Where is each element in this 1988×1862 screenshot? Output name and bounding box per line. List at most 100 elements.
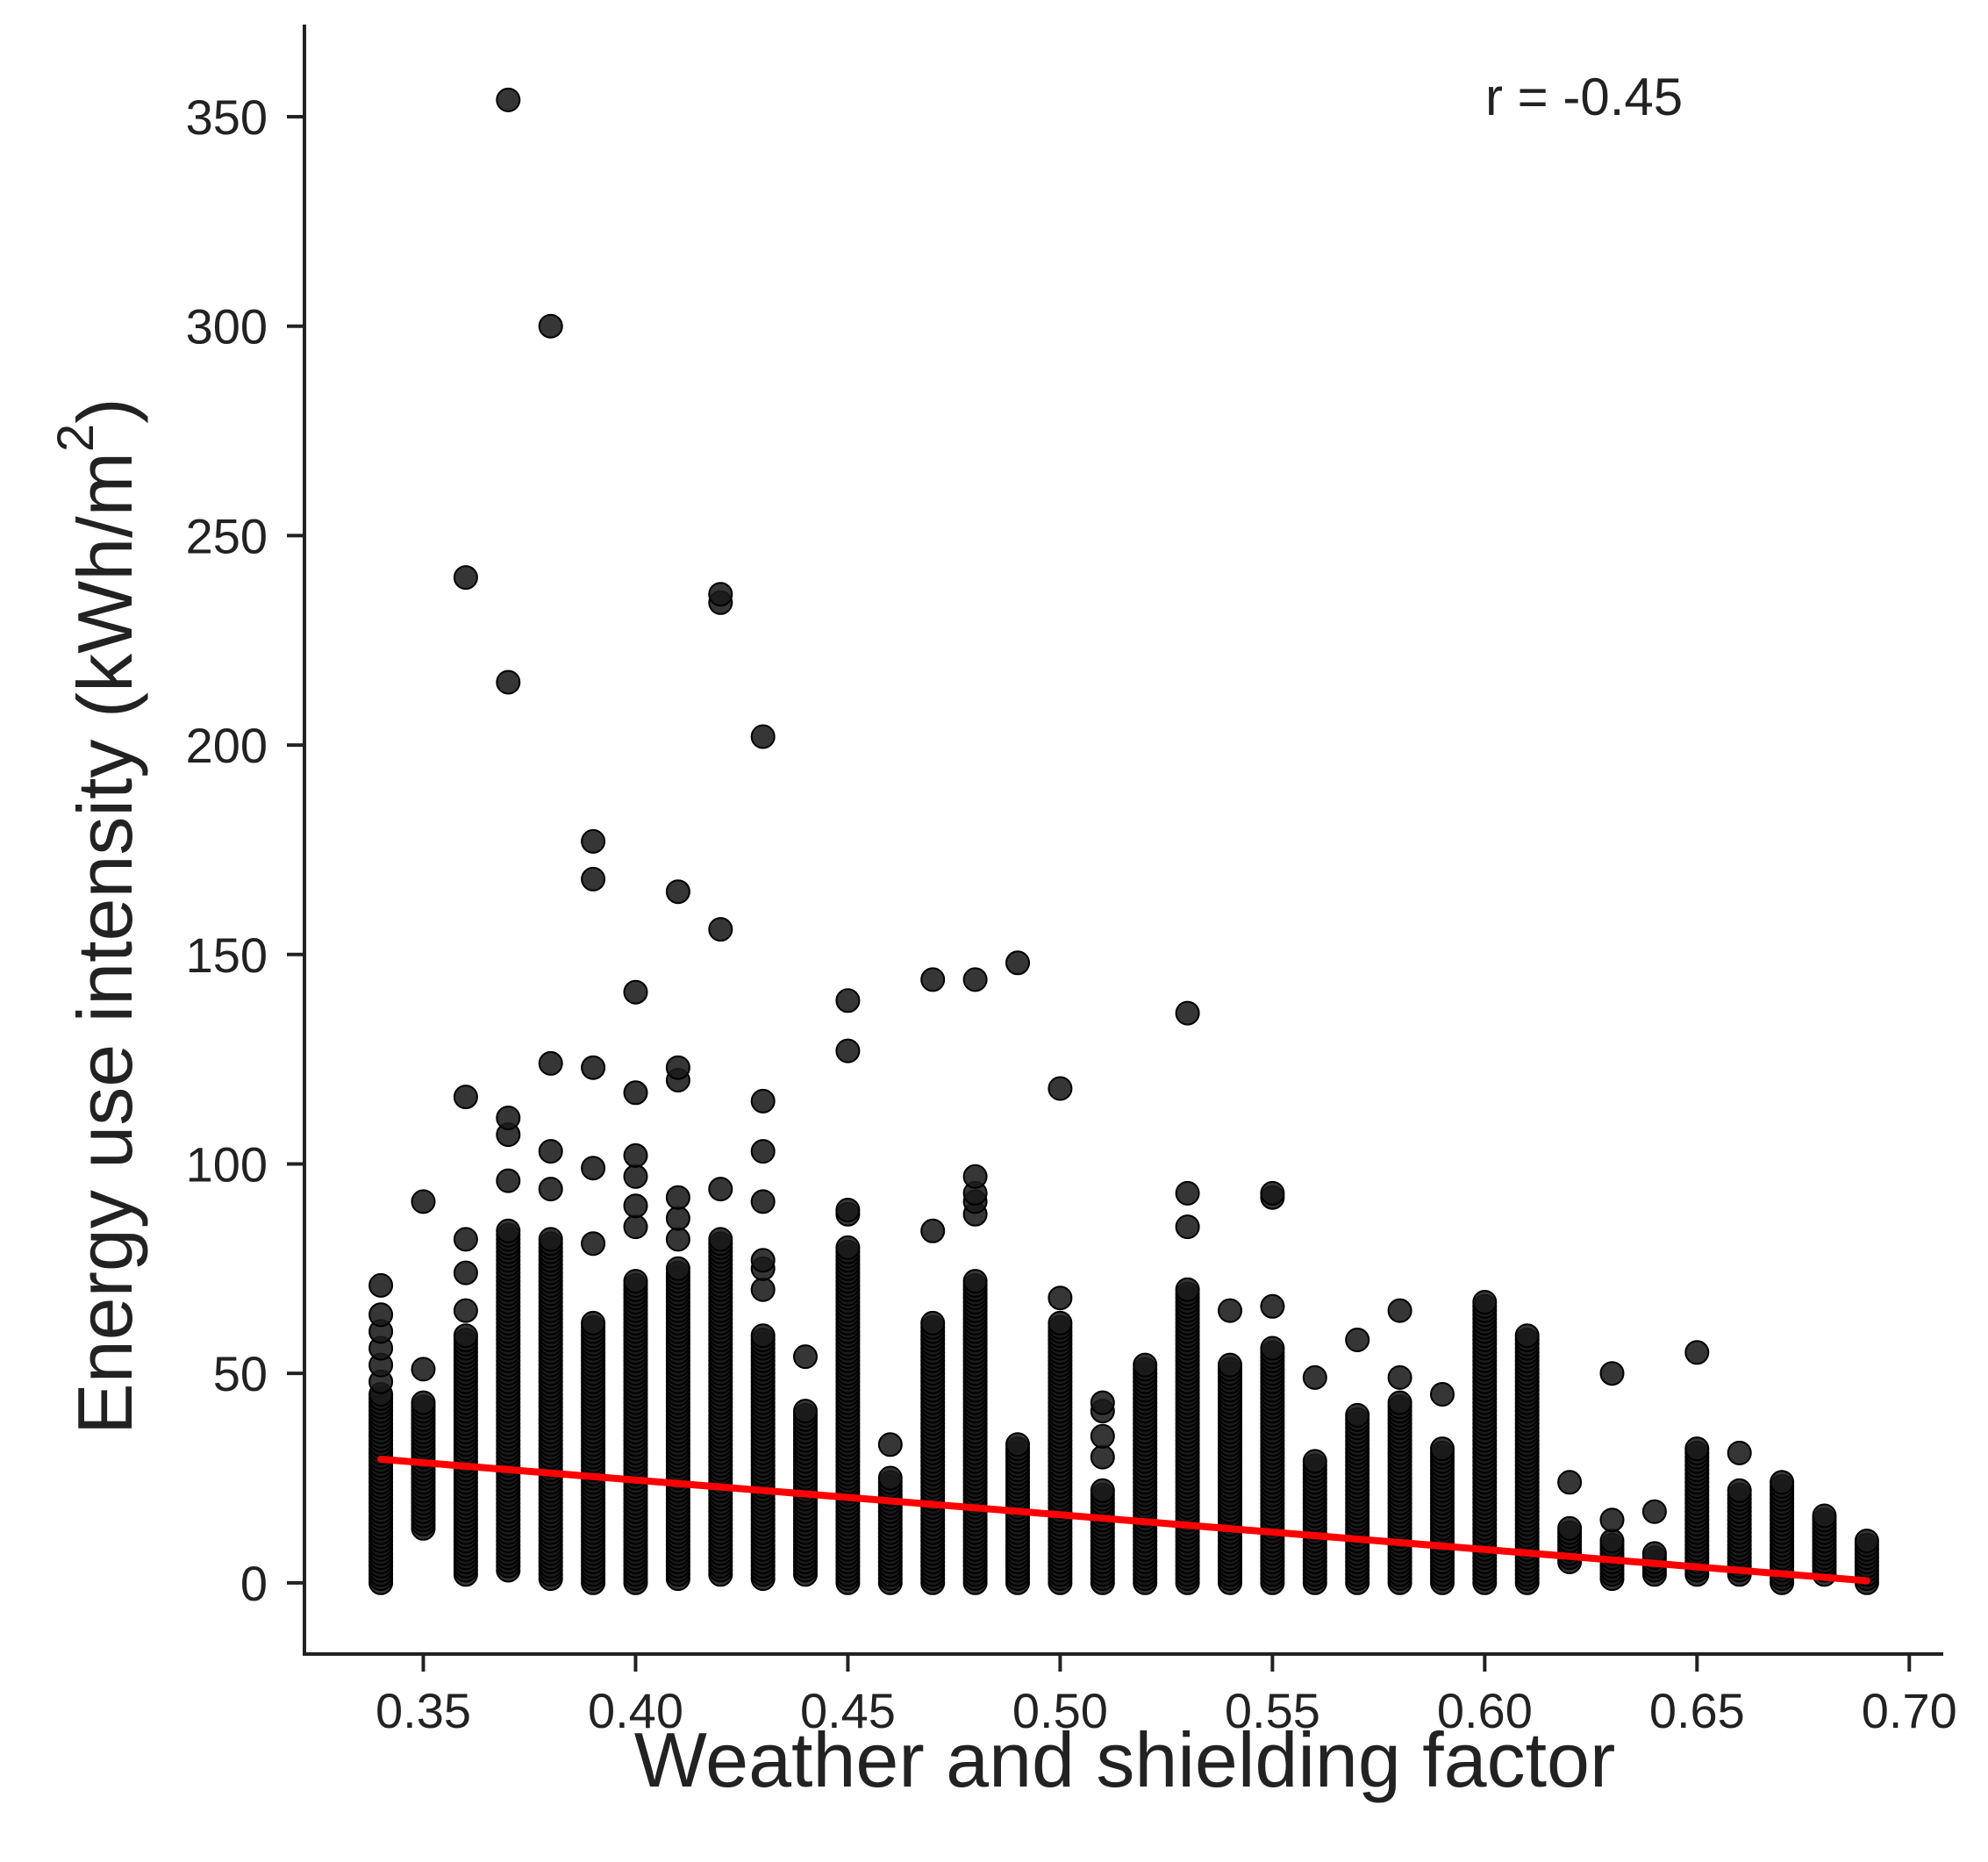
data-point-1727 <box>1727 1440 1752 1465</box>
y-tick-label-3: 150 <box>186 927 268 983</box>
data-point-740 <box>793 1344 818 1370</box>
data-point-1482 <box>1387 1298 1412 1323</box>
trend-line <box>377 1456 1870 1585</box>
data-point-1664 <box>1599 1529 1625 1554</box>
y-tick-label-7: 350 <box>186 90 268 145</box>
data-point-1726 <box>1727 1478 1752 1503</box>
data-point-1360 <box>1260 1336 1285 1361</box>
data-point-821 <box>835 1235 861 1260</box>
data-point-544 <box>665 1206 690 1231</box>
data-point-1653 <box>1557 1515 1583 1541</box>
data-point-464 <box>623 1164 648 1189</box>
data-point-383 <box>581 1310 606 1336</box>
data-point-461 <box>623 1269 648 1294</box>
data-point-915 <box>920 1310 946 1336</box>
data-point-695 <box>750 1248 776 1273</box>
data-point-388 <box>581 828 606 854</box>
data-point-916 <box>920 1218 946 1243</box>
data-point-467 <box>623 979 648 1005</box>
data-point-990 <box>962 1269 988 1294</box>
y-tick-label-2: 100 <box>186 1136 268 1192</box>
data-point-699 <box>750 724 776 749</box>
data-point-385 <box>581 1156 606 1181</box>
data-point-233 <box>496 670 521 695</box>
x-ticks: 0.35 0.40 0.45 0.50 0.55 0.60 0.65 0.70 <box>375 1654 1957 1738</box>
data-point-1246 <box>1175 1277 1200 1302</box>
data-point-1435 <box>1345 1402 1370 1428</box>
data-point-84 <box>411 1189 436 1214</box>
data-point-1654 <box>1557 1470 1583 1495</box>
data-point-851 <box>877 1465 903 1491</box>
data-point-466 <box>623 1080 648 1106</box>
data-point-1665 <box>1599 1508 1625 1533</box>
x-tick-label-0: 0.35 <box>375 1683 471 1738</box>
data-point-995 <box>962 967 988 992</box>
data-point-463 <box>623 1193 648 1219</box>
data-point-320 <box>538 313 563 339</box>
data-point-50 <box>368 1302 394 1328</box>
x-tick-label-7: 0.70 <box>1862 1683 1957 1738</box>
data-point-1361 <box>1260 1293 1285 1319</box>
data-point-1249 <box>1175 1000 1200 1026</box>
data-points <box>368 87 1879 1595</box>
data-point-465 <box>623 1142 648 1168</box>
data-point-1584 <box>1472 1290 1498 1314</box>
data-point-1481 <box>1387 1364 1412 1390</box>
data-point-1752 <box>1770 1470 1795 1495</box>
data-point-548 <box>665 879 690 905</box>
data-point-543 <box>665 1227 690 1252</box>
y-axis-title-main: Energy use intensity (kWh/m <box>61 452 148 1435</box>
data-point-696 <box>750 1189 776 1214</box>
y-axis-title-superscript: 2 <box>47 424 104 452</box>
x-tick-label-1: 0.40 <box>588 1683 683 1738</box>
data-point-698 <box>750 1088 776 1114</box>
data-point-462 <box>623 1214 648 1240</box>
data-point-319 <box>538 1050 563 1076</box>
y-tick-label-0: 0 <box>240 1556 268 1611</box>
x-axis-title: Weather and shielding factor <box>634 1716 1616 1803</box>
x-tick-label-2: 0.45 <box>800 1683 896 1738</box>
data-point-739 <box>793 1399 818 1424</box>
y-tick-label-1: 50 <box>213 1346 268 1401</box>
x-tick-label-6: 0.65 <box>1649 1683 1745 1738</box>
data-point-1175 <box>1133 1352 1158 1378</box>
data-point-1248 <box>1175 1180 1200 1206</box>
data-point-234 <box>496 87 521 112</box>
data-point-1436 <box>1345 1328 1370 1352</box>
data-point-51 <box>368 1272 394 1298</box>
data-point-82 <box>411 1390 436 1415</box>
data-point-144 <box>453 1260 478 1285</box>
x-tick-label-5: 0.60 <box>1437 1683 1533 1738</box>
data-point-1095 <box>1048 1076 1073 1101</box>
x-tick-label-3: 0.50 <box>1012 1683 1108 1738</box>
data-point-630 <box>708 1177 733 1202</box>
data-point-318 <box>538 1139 563 1164</box>
data-point-316 <box>538 1227 563 1252</box>
data-point-1644 <box>1514 1323 1540 1349</box>
data-point-693 <box>750 1277 776 1302</box>
y-axis-title: Energy use intensity (kWh/m2) <box>47 397 148 1435</box>
data-point-1704 <box>1684 1436 1710 1462</box>
data-point-545 <box>665 1185 690 1210</box>
data-point-143 <box>453 1298 478 1323</box>
data-point-917 <box>920 967 946 992</box>
data-point-852 <box>877 1432 903 1457</box>
data-point-824 <box>835 1038 861 1063</box>
data-point-1119 <box>1090 1444 1115 1470</box>
y-tick-label-6: 300 <box>186 299 268 354</box>
data-point-1093 <box>1048 1310 1073 1336</box>
correlation-annotation: r = -0.45 <box>1485 68 1683 126</box>
data-point-230 <box>496 1168 521 1193</box>
data-point-825 <box>835 988 861 1013</box>
data-point-1030 <box>1005 950 1030 976</box>
y-tick-label-5: 250 <box>186 508 268 563</box>
y-tick-label-4: 200 <box>186 718 268 773</box>
data-point-386 <box>581 1055 606 1080</box>
data-point-1029 <box>1005 1432 1030 1457</box>
y-axis-title-suffix: ) <box>61 397 148 423</box>
data-point-1394 <box>1302 1364 1327 1390</box>
data-point-1705 <box>1684 1340 1710 1365</box>
data-point-629 <box>708 1227 733 1252</box>
data-point-1247 <box>1175 1214 1200 1240</box>
